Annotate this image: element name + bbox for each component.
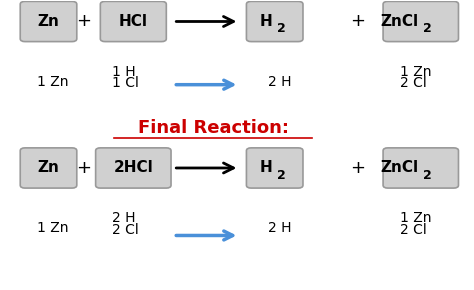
Text: 2 H: 2 H	[268, 221, 291, 235]
Text: HCl: HCl	[119, 14, 148, 29]
FancyBboxPatch shape	[20, 148, 77, 188]
Text: 2 Cl: 2 Cl	[400, 76, 426, 90]
Text: 1 Zn: 1 Zn	[400, 65, 431, 79]
Text: Final Reaction:: Final Reaction:	[138, 119, 289, 137]
Text: +: +	[350, 159, 365, 177]
FancyBboxPatch shape	[246, 148, 303, 188]
Text: 2HCl: 2HCl	[113, 160, 153, 175]
FancyBboxPatch shape	[383, 1, 458, 41]
Text: 1 Cl: 1 Cl	[112, 76, 139, 90]
Text: 2 Cl: 2 Cl	[400, 223, 426, 237]
Text: 2: 2	[423, 22, 432, 35]
Text: 2 Cl: 2 Cl	[112, 223, 139, 237]
Text: +: +	[76, 159, 91, 177]
Text: H: H	[260, 160, 273, 175]
Text: 2: 2	[423, 169, 432, 182]
Text: 1 Zn: 1 Zn	[400, 211, 431, 225]
Text: 1 H: 1 H	[112, 65, 136, 79]
Text: 2: 2	[277, 169, 286, 182]
Text: 1 Zn: 1 Zn	[36, 75, 68, 89]
FancyBboxPatch shape	[246, 1, 303, 41]
Text: +: +	[350, 12, 365, 30]
FancyBboxPatch shape	[96, 148, 171, 188]
FancyBboxPatch shape	[100, 1, 166, 41]
FancyBboxPatch shape	[383, 148, 458, 188]
Text: ZnCl: ZnCl	[380, 160, 419, 175]
Text: 2 H: 2 H	[268, 75, 291, 89]
Text: ZnCl: ZnCl	[380, 14, 419, 29]
Text: 2 H: 2 H	[112, 211, 136, 225]
Text: Zn: Zn	[37, 14, 59, 29]
Text: H: H	[260, 14, 273, 29]
Text: Zn: Zn	[37, 160, 59, 175]
Text: 2: 2	[277, 22, 286, 35]
Text: +: +	[76, 12, 91, 30]
Text: 1 Zn: 1 Zn	[36, 221, 68, 235]
FancyBboxPatch shape	[20, 1, 77, 41]
